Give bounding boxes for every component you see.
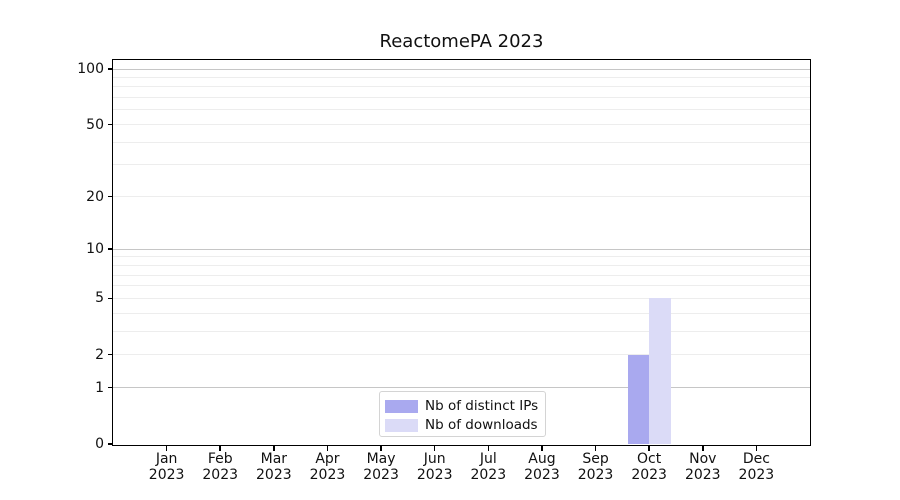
major-gridline-y-1 xyxy=(113,387,810,389)
legend: Nb of distinct IPs Nb of downloads xyxy=(379,391,546,437)
minor-gridline-y-60 xyxy=(113,109,810,111)
x-tick-label-4: May 2023 xyxy=(349,451,413,483)
y-tick-mark-10 xyxy=(108,248,113,250)
minor-gridline-y-90 xyxy=(113,76,810,78)
x-tick-year: 2023 xyxy=(416,467,453,483)
x-tick-month: Nov xyxy=(689,451,717,467)
x-tick-month: Jun xyxy=(423,451,446,467)
minor-gridline-y-80 xyxy=(113,86,810,88)
minor-gridline-y-20 xyxy=(113,196,810,198)
x-tick-month: Jan xyxy=(155,451,178,467)
x-tick-label-0: Jan 2023 xyxy=(135,451,199,483)
legend-label-downloads: Nb of downloads xyxy=(425,417,538,433)
x-tick-month: Dec xyxy=(742,451,770,467)
y-tick-label-50: 50 xyxy=(86,116,104,133)
x-tick-month: Mar xyxy=(260,451,288,467)
minor-gridline-y-50 xyxy=(113,124,810,126)
x-tick-mark-10 xyxy=(702,445,704,451)
major-gridline-y-100 xyxy=(113,68,810,70)
x-tick-label-5: Jun 2023 xyxy=(403,451,467,483)
chart-title: ReactomePA 2023 xyxy=(379,31,544,52)
minor-gridline-y-8 xyxy=(113,264,810,266)
x-tick-mark-9 xyxy=(648,445,650,451)
x-tick-label-11: Dec 2023 xyxy=(724,451,788,483)
x-tick-mark-11 xyxy=(755,445,758,451)
y-tick-mark-5 xyxy=(108,297,113,300)
minor-gridline-y-4 xyxy=(113,312,810,314)
x-tick-year: 2023 xyxy=(684,467,721,483)
x-tick-mark-4 xyxy=(380,445,382,451)
legend-swatch-distinct-ips xyxy=(385,399,418,413)
y-tick-mark-50 xyxy=(108,123,113,126)
minor-gridline-y-40 xyxy=(113,141,810,143)
x-tick-label-8: Sep 2023 xyxy=(564,451,628,483)
y-tick-label-10: 10 xyxy=(86,241,104,258)
x-tick-mark-3 xyxy=(326,445,329,451)
y-tick-label-2: 2 xyxy=(95,346,104,363)
legend-item-distinct-ips: Nb of distinct IPs xyxy=(385,397,539,415)
x-tick-mark-5 xyxy=(433,445,436,451)
y-tick-label-20: 20 xyxy=(86,188,104,205)
x-tick-month: Apr xyxy=(315,451,340,467)
minor-gridline-y-3 xyxy=(113,330,810,332)
x-tick-year: 2023 xyxy=(738,467,775,483)
x-tick-year: 2023 xyxy=(256,467,292,483)
x-tick-month: Aug xyxy=(528,451,556,467)
minor-gridline-y-7 xyxy=(113,274,810,276)
x-tick-year: 2023 xyxy=(363,467,399,483)
x-tick-label-1: Feb 2023 xyxy=(188,451,252,483)
y-tick-label-5: 5 xyxy=(95,290,104,307)
x-tick-year: 2023 xyxy=(524,467,560,483)
x-tick-mark-2 xyxy=(273,445,275,451)
minor-gridline-y-70 xyxy=(113,97,810,99)
y-tick-mark-0 xyxy=(108,443,113,445)
x-tick-year: 2023 xyxy=(577,467,614,483)
x-tick-label-2: Mar 2023 xyxy=(242,451,306,483)
axes-frame xyxy=(112,59,811,446)
minor-gridline-y-9 xyxy=(113,256,810,258)
x-tick-year: 2023 xyxy=(202,467,239,483)
legend-swatch-downloads xyxy=(385,418,418,432)
x-tick-label-10: Nov 2023 xyxy=(671,451,735,483)
x-tick-label-6: Jul 2023 xyxy=(456,451,520,483)
x-tick-mark-6 xyxy=(487,445,490,451)
minor-gridline-y-2 xyxy=(113,354,810,356)
y-tick-mark-1 xyxy=(108,386,113,389)
y-tick-label-100: 100 xyxy=(77,61,104,77)
x-tick-label-7: Aug 2023 xyxy=(510,451,574,483)
x-tick-month: Sep xyxy=(582,451,609,467)
x-tick-month: Feb xyxy=(207,451,233,467)
legend-label-distinct-ips: Nb of distinct IPs xyxy=(425,398,539,414)
x-tick-mark-0 xyxy=(165,445,168,451)
x-tick-year: 2023 xyxy=(309,467,346,483)
x-tick-year: 2023 xyxy=(470,467,507,483)
x-tick-label-3: Apr 2023 xyxy=(295,451,359,483)
y-tick-mark-2 xyxy=(108,353,113,356)
minor-gridline-y-30 xyxy=(113,164,810,166)
y-tick-mark-20 xyxy=(108,195,113,198)
x-tick-month: Jul xyxy=(479,451,497,467)
y-tick-mark-100 xyxy=(108,68,113,70)
legend-item-downloads: Nb of downloads xyxy=(385,416,539,434)
bar-distinct-ips-oct xyxy=(627,354,650,444)
x-tick-mark-8 xyxy=(594,445,597,451)
x-tick-year: 2023 xyxy=(148,467,185,483)
x-tick-year: 2023 xyxy=(631,467,667,483)
minor-gridline-y-6 xyxy=(113,285,810,287)
y-tick-label-0: 0 xyxy=(95,436,104,452)
x-tick-month: May xyxy=(366,451,396,467)
minor-gridline-y-5 xyxy=(113,297,810,299)
bar-downloads-oct xyxy=(649,298,671,444)
major-gridline-y-10 xyxy=(113,248,810,250)
y-tick-label-1: 1 xyxy=(95,379,104,396)
x-tick-label-9: Oct 2023 xyxy=(617,451,681,483)
x-tick-mark-7 xyxy=(541,445,543,451)
x-tick-mark-1 xyxy=(219,445,221,451)
x-tick-month: Oct xyxy=(637,451,662,467)
